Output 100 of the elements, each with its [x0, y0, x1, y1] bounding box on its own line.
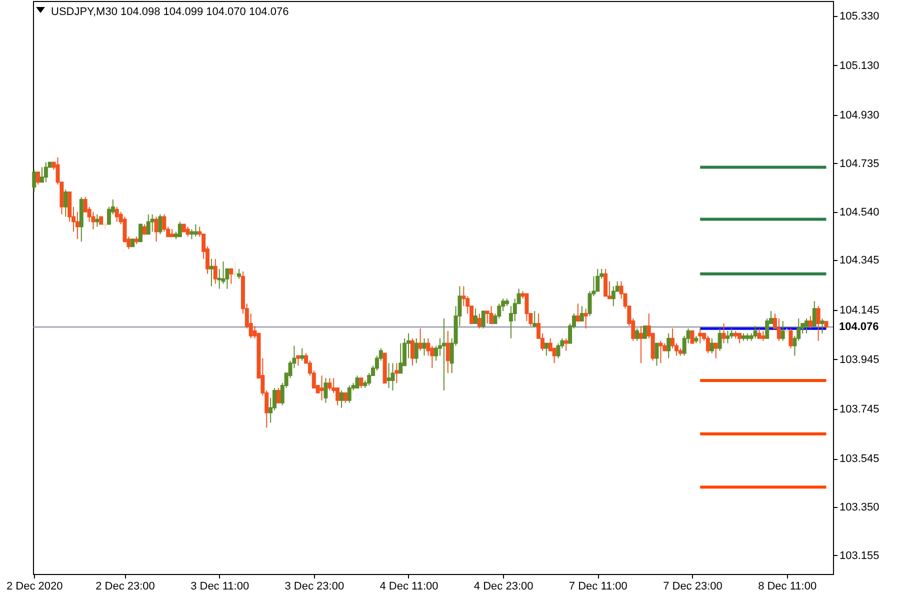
candlestick: [398, 342, 403, 374]
candlestick: [576, 303, 580, 322]
y-tick-label: 104.735: [840, 158, 880, 170]
candlestick: [422, 338, 426, 356]
candlestick: [138, 224, 143, 242]
candlestick: [442, 318, 446, 391]
candlestick: [812, 300, 816, 326]
candlestick: [718, 328, 722, 352]
x-tick-label: 2 Dec 23:00: [96, 580, 155, 592]
candlestick: [776, 318, 781, 342]
candlestick: [95, 214, 100, 228]
candlestick: [296, 355, 300, 366]
candlestick: [722, 322, 726, 344]
candlestick: [788, 328, 793, 349]
candlestick: [446, 330, 450, 374]
y-tick-label: 105.330: [840, 10, 880, 22]
candlestick: [418, 328, 422, 352]
candlestick: [150, 214, 154, 232]
x-tick-label: 8 Dec 11:00: [758, 580, 817, 592]
candlestick: [477, 313, 482, 329]
candlestick: [753, 325, 758, 339]
candlestick: [642, 325, 647, 339]
x-tick-label: 4 Dec 11:00: [380, 580, 438, 592]
candlestick: [347, 384, 352, 404]
candlestick: [564, 338, 568, 352]
candlestick: [221, 260, 226, 284]
y-tick-label: 104.145: [840, 304, 880, 316]
candlestick: [596, 268, 600, 292]
candlestick: [635, 328, 640, 342]
candlestick: [410, 338, 414, 366]
candlestick: [726, 330, 730, 344]
candlestick: [698, 328, 702, 344]
candlestick: [580, 306, 584, 322]
candlestick: [524, 293, 529, 322]
chart-title: USDJPY,M30 104.098 104.099 104.070 104.076: [51, 6, 289, 18]
y-tick-label: 103.745: [840, 404, 880, 416]
candlestick: [233, 260, 238, 280]
y-tick-label: 103.945: [840, 354, 880, 366]
candlestick: [532, 310, 537, 326]
y-tick-label: 103.350: [840, 502, 880, 514]
candlestick: [481, 310, 486, 329]
y-tick-label: 104.540: [840, 206, 880, 218]
x-tick-label: 7 Dec 23:00: [663, 580, 722, 592]
candlestick: [359, 378, 364, 388]
candlestick: [209, 258, 214, 287]
y-tick-label: 105.130: [840, 60, 880, 72]
candlestick: [386, 362, 391, 388]
candlestick: [611, 286, 616, 307]
y-tick-label: 104.930: [840, 110, 880, 122]
candlestick: [804, 318, 809, 334]
candlestick: [237, 268, 242, 280]
candlestick: [761, 330, 766, 342]
candlestick: [158, 214, 162, 235]
candlestick: [584, 308, 588, 329]
x-tick-label: 7 Dec 11:00: [568, 580, 628, 592]
candlestick: [654, 342, 659, 366]
candlestick: [556, 342, 560, 359]
candlestick: [816, 306, 820, 342]
candlestick: [639, 325, 643, 364]
candlestick: [339, 390, 344, 408]
candlestick: [738, 332, 742, 344]
x-tick-label: 2 Dec 2020: [6, 580, 63, 592]
candlestick: [320, 375, 324, 401]
candlestick: [390, 362, 395, 391]
candlestick: [91, 211, 96, 230]
candlestick: [710, 338, 714, 354]
candlestick: [604, 268, 608, 297]
y-tick-label: 103.155: [840, 550, 880, 562]
candlestick: [414, 338, 418, 364]
candlestick: [343, 392, 348, 404]
candlestick: [820, 318, 824, 334]
candlestick: [706, 335, 710, 354]
candlestick: [690, 330, 694, 344]
candlestick: [658, 340, 663, 364]
candlestick: [190, 228, 194, 240]
candlestick: [324, 378, 328, 404]
candlestick: [780, 320, 785, 342]
candlestick: [757, 328, 762, 339]
candlestick: [355, 375, 360, 388]
candlestick: [75, 211, 80, 240]
candlestick: [229, 268, 234, 284]
candlestick: [666, 332, 671, 359]
candlestick: [142, 224, 146, 235]
candlestick: [765, 318, 770, 339]
y-tick-label: 103.545: [840, 453, 880, 466]
candlestick: [146, 214, 150, 235]
candlestick: [328, 378, 332, 391]
x-tick-label: 3 Dec 11:00: [190, 580, 250, 592]
candlestick: [394, 362, 399, 384]
candlestick: [36, 172, 40, 186]
candlestick: [213, 258, 218, 284]
candlestick: [32, 169, 36, 192]
candlestick: [178, 221, 182, 238]
candlestick: [300, 348, 304, 362]
candlestick: [473, 308, 478, 324]
candlestick: [714, 342, 718, 359]
x-tick-label: 4 Dec 23:00: [474, 580, 534, 592]
ref-line-label: 104.076: [839, 320, 879, 333]
candlestick: [64, 189, 68, 218]
candlestick: [44, 162, 48, 183]
